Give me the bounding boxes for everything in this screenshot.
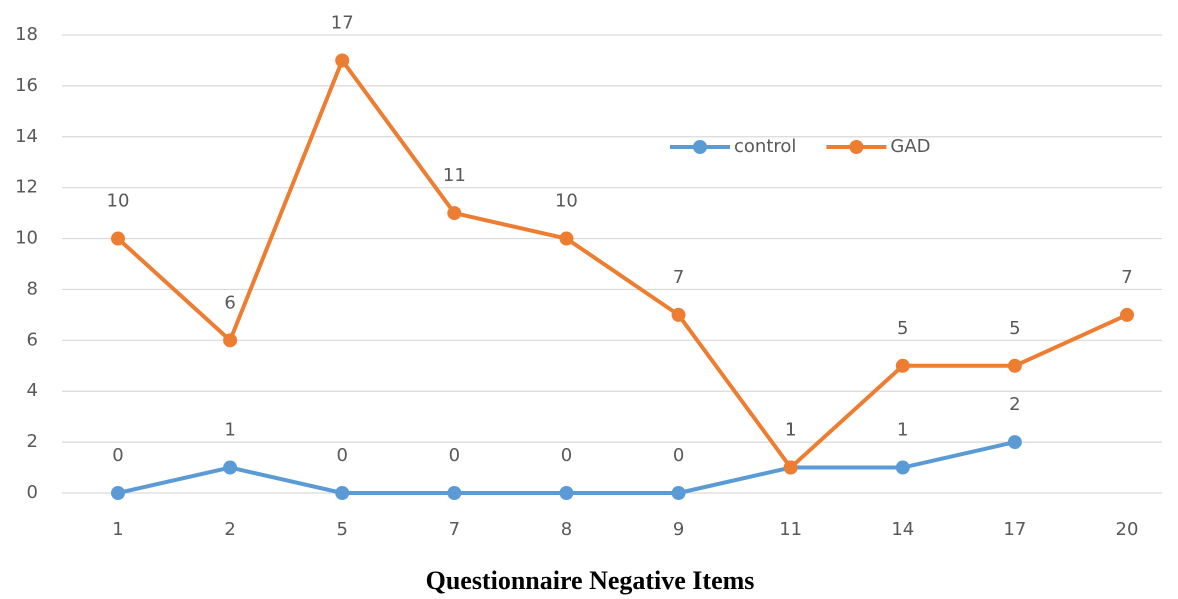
data-point	[223, 460, 238, 475]
data-point	[895, 358, 910, 373]
data-label: 10	[555, 191, 578, 212]
data-label: 1	[785, 420, 796, 441]
y-tick-label: 10	[15, 228, 38, 249]
data-label: 1	[785, 420, 796, 441]
data-label: 1	[897, 420, 908, 441]
data-point	[559, 231, 574, 246]
data-point	[335, 53, 350, 68]
data-point	[1007, 435, 1022, 450]
legend-marker	[693, 140, 707, 154]
data-label: 0	[112, 445, 123, 466]
x-tick-label: 8	[561, 519, 572, 540]
data-label: 0	[336, 445, 347, 466]
data-label: 1	[224, 420, 235, 441]
y-tick-label: 8	[27, 278, 38, 299]
x-tick-label: 14	[891, 519, 914, 540]
data-point	[335, 486, 350, 500]
data-point	[895, 460, 910, 475]
data-label: 7	[1121, 267, 1132, 288]
legend-marker	[849, 140, 864, 154]
data-point	[1120, 307, 1134, 322]
y-tick-label: 0	[27, 482, 38, 503]
x-tick-label: 9	[673, 519, 684, 540]
data-label: 0	[673, 445, 684, 466]
data-label: 5	[1009, 318, 1020, 339]
x-tick-label: 17	[1003, 519, 1026, 540]
y-tick-label: 6	[27, 329, 38, 350]
y-tick-label: 18	[15, 24, 38, 45]
x-tick-label: 1	[112, 519, 123, 540]
data-point	[447, 486, 462, 500]
data-point	[1007, 358, 1022, 373]
data-point	[783, 460, 798, 475]
data-point	[671, 307, 686, 322]
data-label: 7	[673, 267, 684, 288]
series-line	[116, 58, 1128, 470]
data-point	[111, 486, 125, 500]
y-tick-label: 4	[27, 380, 38, 401]
data-label: 5	[897, 318, 908, 339]
data-point	[223, 333, 238, 348]
data-label: 10	[107, 191, 130, 212]
data-label: 6	[224, 292, 235, 313]
x-tick-label: 11	[779, 519, 802, 540]
data-point	[447, 206, 462, 221]
x-tick-label: 7	[449, 519, 460, 540]
data-point	[559, 486, 574, 500]
x-tick-label: 2	[224, 519, 235, 540]
data-label: 2	[1009, 394, 1020, 415]
y-tick-label: 14	[15, 126, 38, 147]
data-label: 0	[561, 445, 572, 466]
y-tick-label: 16	[15, 75, 38, 96]
x-tick-label: 20	[1116, 519, 1139, 540]
legend-label: GAD	[890, 136, 930, 157]
x-axis-title: Questionnaire Negative Items	[426, 566, 755, 595]
data-label: 11	[443, 165, 466, 186]
data-point	[111, 231, 125, 246]
x-tick-label: 5	[336, 519, 347, 540]
y-tick-label: 2	[27, 431, 38, 452]
data-label: 17	[331, 12, 354, 33]
data-label: 0	[449, 445, 460, 466]
data-point	[671, 486, 686, 500]
legend-label: control	[734, 136, 796, 157]
y-tick-label: 12	[15, 177, 38, 198]
